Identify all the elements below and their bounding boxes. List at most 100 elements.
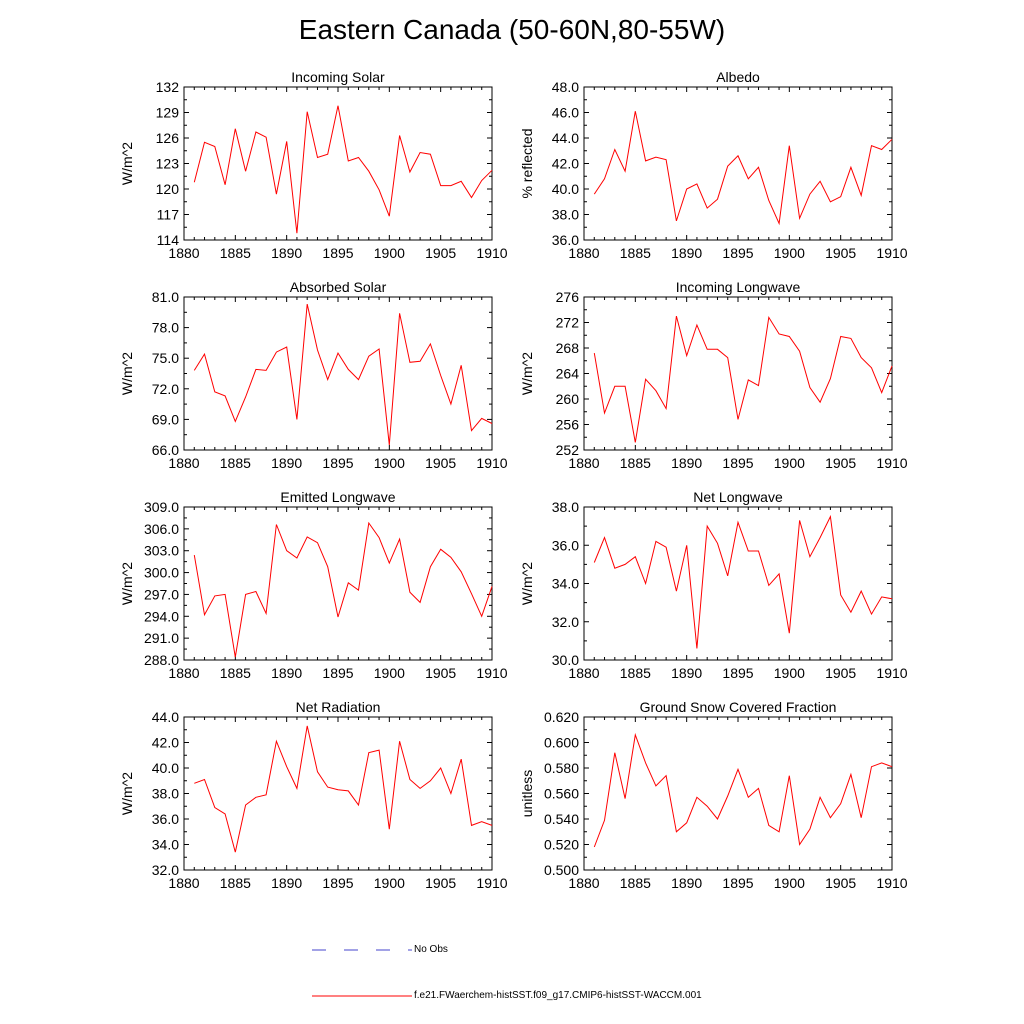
- panel-8-xtick-label: 1890: [671, 875, 702, 891]
- panel-5-ytick-label: 297.0: [144, 586, 179, 602]
- panel-3-xtick-label: 1895: [322, 455, 353, 471]
- panel-1-xtick-label: 1900: [374, 245, 405, 261]
- panel-8-ylabel: unitless: [519, 770, 535, 817]
- panel-6-series-line: [593, 514, 893, 649]
- panel-4-xtick-label: 1885: [620, 455, 651, 471]
- panel-4-ytick-label: 272: [556, 315, 580, 331]
- panel-1-xtick-label: 1890: [271, 245, 302, 261]
- panel-2-series-line: [593, 111, 893, 226]
- panel-6-ytick-label: 34.0: [552, 576, 579, 592]
- panel-3-xtick-label: 1905: [425, 455, 456, 471]
- panel-4-xtick-label: 1895: [722, 455, 753, 471]
- panel-7-xtick-label: 1885: [220, 875, 251, 891]
- panel-1-xtick-label: 1885: [220, 245, 251, 261]
- panel-6-xtick-label: 1885: [620, 665, 651, 681]
- panel-1-frame: [183, 86, 493, 241]
- panel-5-xtick-label: 1890: [271, 665, 302, 681]
- panel-5-ytick-label: 294.0: [144, 608, 179, 624]
- panel-8-ytick-label: 0.540: [544, 811, 579, 827]
- panel-3-title: Absorbed Solar: [290, 279, 387, 295]
- panel-8-ytick-label: 0.520: [544, 837, 579, 853]
- panel-3-xtick-label: 1885: [220, 455, 251, 471]
- panel-8-xtick-label: 1905: [825, 875, 856, 891]
- panel-7-frame: [183, 716, 493, 871]
- panel-3-xtick-label: 1890: [271, 455, 302, 471]
- panel-6-ytick-label: 38.0: [552, 499, 579, 515]
- panel-5-xtick-label: 1910: [476, 665, 507, 681]
- panel-5-xtick-label: 1885: [220, 665, 251, 681]
- panel-6-xtick-label: 1900: [774, 665, 805, 681]
- panel-7-xtick-label: 1900: [374, 875, 405, 891]
- panel-2-ylabel: % reflected: [519, 128, 535, 198]
- panel-1-ylabel: W/m^2: [119, 142, 135, 185]
- panel-7-ytick-label: 44.0: [152, 709, 179, 725]
- panel-1-series-line: [193, 105, 493, 234]
- panel-8-ytick-label: 0.500: [544, 862, 579, 878]
- panel-3-ytick-label: 69.0: [152, 411, 179, 427]
- panel-7-ytick-label: 40.0: [152, 760, 179, 776]
- panel-1-xtick-label: 1910: [476, 245, 507, 261]
- panel-2-xtick-label: 1880: [568, 245, 599, 261]
- panel-8-xtick-label: 1910: [876, 875, 907, 891]
- panel-6-xtick-label: 1895: [722, 665, 753, 681]
- panel-7-series-line: [194, 725, 493, 853]
- panel-1-ytick-label: 132: [156, 79, 180, 95]
- panel-6-ytick-label: 36.0: [552, 537, 579, 553]
- panel-2-xtick-label: 1895: [722, 245, 753, 261]
- panel-8-xtick-label: 1895: [722, 875, 753, 891]
- panel-7-ytick-label: 38.0: [152, 786, 179, 802]
- panel-6-xtick-label: 1910: [876, 665, 907, 681]
- panel-1-ytick-label: 129: [156, 105, 180, 121]
- panel-8-ytick-label: 0.580: [544, 760, 579, 776]
- panel-3-ytick-label: 78.0: [152, 320, 179, 336]
- panel-7-title: Net Radiation: [296, 699, 381, 715]
- panel-1-ytick-label: 114: [157, 232, 180, 248]
- panel-8-series-line: [593, 732, 893, 848]
- panel-1-ytick-label: 126: [156, 130, 180, 146]
- panel-8-ytick-label: 0.600: [544, 735, 579, 751]
- panel-5-ytick-label: 288.0: [144, 652, 179, 668]
- panel-6-ytick-label: 30.0: [552, 652, 579, 668]
- panel-2-xtick-label: 1890: [671, 245, 702, 261]
- panel-7-ylabel: W/m^2: [119, 772, 135, 815]
- panel-8-xtick-label: 1885: [620, 875, 651, 891]
- legend-model-label: f.e21.FWaerchem-histSST.f09_g17.CMIP6-hi…: [414, 990, 702, 1001]
- panel-4-xtick-label: 1880: [568, 455, 599, 471]
- panel-3-ytick-label: 72.0: [152, 381, 179, 397]
- panel-6-ylabel: W/m^2: [519, 562, 535, 605]
- panel-4-series-line: [593, 315, 893, 443]
- panel-5-xtick-label: 1905: [425, 665, 456, 681]
- panel-5-ytick-label: 291.0: [144, 630, 179, 646]
- panel-7-xtick-label: 1895: [322, 875, 353, 891]
- panel-4-xtick-label: 1900: [774, 455, 805, 471]
- panel-5-xtick-label: 1880: [168, 665, 199, 681]
- panel-2-frame: [583, 86, 893, 241]
- panel-1-xtick-label: 1905: [425, 245, 456, 261]
- panel-8-ytick-label: 0.620: [544, 709, 579, 725]
- panel-2-xtick-label: 1905: [825, 245, 856, 261]
- panel-2-ytick-label: 42.0: [552, 156, 579, 172]
- panel-1-ytick-label: 123: [156, 156, 180, 172]
- panel-7-xtick-label: 1910: [476, 875, 507, 891]
- panel-7-ytick-label: 42.0: [152, 735, 179, 751]
- panel-5-ylabel: W/m^2: [119, 562, 135, 605]
- panel-8-ytick-label: 0.560: [544, 786, 579, 802]
- panel-3-ytick-label: 81.0: [152, 289, 179, 305]
- panel-6-frame: [583, 506, 893, 661]
- panel-8-title: Ground Snow Covered Fraction: [640, 699, 837, 715]
- panel-1-ytick-label: 120: [156, 181, 180, 197]
- panel-5-ytick-label: 303.0: [144, 543, 179, 559]
- panel-7-xtick-label: 1890: [271, 875, 302, 891]
- panel-4-ytick-label: 268: [556, 340, 580, 356]
- panel-4-ytick-label: 252: [556, 442, 580, 458]
- panel-5-xtick-label: 1895: [322, 665, 353, 681]
- panel-8-xtick-label: 1900: [774, 875, 805, 891]
- panel-3-xtick-label: 1900: [374, 455, 405, 471]
- panel-2-ytick-label: 40.0: [552, 181, 579, 197]
- panel-5-series-line: [193, 521, 493, 658]
- panel-1-ytick-label: 117: [157, 207, 180, 223]
- panel-3-series-line: [193, 303, 493, 445]
- panel-8-xtick-label: 1880: [568, 875, 599, 891]
- panel-2-ytick-label: 46.0: [552, 105, 579, 121]
